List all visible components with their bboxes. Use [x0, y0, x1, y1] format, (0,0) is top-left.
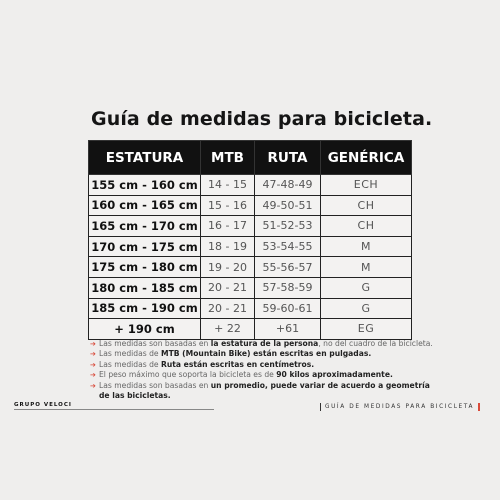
cell-generica: G [320, 276, 412, 299]
cell-estatura: 165 cm - 170 cm [88, 215, 201, 237]
header-ruta: RUTA [254, 140, 321, 175]
table-row: 185 cm - 190 cm 20 - 21 59-60-61 G [88, 297, 412, 320]
cell-mtb: 15 - 16 [200, 194, 255, 217]
table-row: + 190 cm + 22 +61 EG [88, 318, 412, 340]
brand-logo-text: GRUPO VELOCI [14, 402, 72, 408]
table-header-row: ESTATURA MTB RUTA GENÉRICA [88, 140, 412, 175]
table-row: 180 cm - 185 cm 20 - 21 57-58-59 G [88, 276, 412, 299]
cell-ruta: 49-50-51 [254, 194, 321, 217]
table-row: 165 cm - 170 cm 16 - 17 51-52-53 CH [88, 215, 412, 237]
cell-generica: CH [320, 194, 412, 217]
note-item: ➔ Las medidas de MTB (Mountain Bike) est… [90, 349, 450, 359]
note-text: Las medidas son basadas en la estatura d… [99, 339, 433, 348]
cell-estatura: + 190 cm [88, 318, 201, 340]
table-row: 170 cm - 175 cm 18 - 19 53-54-55 M [88, 235, 412, 258]
arrow-right-icon: ➔ [90, 360, 96, 369]
note-item: ➔ Las medidas son basadas en la estatura… [90, 339, 450, 349]
cell-ruta: 55-56-57 [254, 256, 321, 278]
cell-ruta: 57-58-59 [254, 276, 321, 299]
page-title: Guía de medidas para bicicleta. [91, 108, 433, 130]
note-text: Las medidas de Ruta están escritas en ce… [99, 359, 315, 369]
cell-mtb: 20 - 21 [200, 297, 255, 320]
cell-generica: G [320, 297, 412, 320]
cell-ruta: 59-60-61 [254, 297, 321, 320]
header-generica: GENÉRICA [320, 140, 412, 175]
cell-estatura: 185 cm - 190 cm [88, 297, 201, 320]
header-estatura: ESTATURA [88, 140, 201, 175]
cell-generica: M [320, 256, 412, 278]
cell-estatura: 160 cm - 165 cm [88, 194, 201, 217]
note-item: ➔ El peso máximo que soporta la biciclet… [90, 370, 450, 380]
cell-mtb: 18 - 19 [200, 235, 255, 258]
notes-list: ➔ Las medidas son basadas en la estatura… [90, 339, 450, 401]
note-text: El peso máximo que soporta la bicicleta … [99, 370, 393, 380]
cell-estatura: 175 cm - 180 cm [88, 256, 201, 278]
cell-ruta: +61 [254, 318, 321, 340]
note-text: Las medidas de MTB (Mountain Bike) están… [99, 349, 372, 359]
note-item: ➔ Las medidas son basadas en un promedio… [90, 381, 450, 391]
cell-mtb: 19 - 20 [200, 256, 255, 278]
note-item: ➔ Las medidas de Ruta están escritas en … [90, 360, 450, 370]
cell-generica: EG [320, 318, 412, 340]
cell-estatura: 180 cm - 185 cm [88, 276, 201, 299]
arrow-right-icon: ➔ [90, 340, 96, 348]
divider [14, 409, 214, 410]
footer-text: GUÍA DE MEDIDAS PARA BICICLETA [325, 404, 475, 410]
footer-caption: GUÍA DE MEDIDAS PARA BICICLETA [320, 403, 481, 411]
cell-ruta: 47-48-49 [254, 174, 321, 196]
header-mtb: MTB [200, 140, 255, 175]
cell-generica: CH [320, 215, 412, 237]
divider [320, 403, 321, 411]
cell-generica: M [320, 235, 412, 258]
cell-estatura: 170 cm - 175 cm [88, 235, 201, 258]
arrow-right-icon: ➔ [90, 350, 96, 359]
cell-mtb: 16 - 17 [200, 215, 255, 237]
cell-mtb: 20 - 21 [200, 276, 255, 299]
cell-mtb: + 22 [200, 318, 255, 340]
accent-bar [478, 403, 481, 411]
table-row: 160 cm - 165 cm 15 - 16 49-50-51 CH [88, 194, 412, 217]
note-text: Las medidas son basadas en un promedio, … [99, 380, 430, 390]
arrow-right-icon: ➔ [90, 371, 96, 380]
cell-generica: ECH [320, 174, 412, 196]
size-table: ESTATURA MTB RUTA GENÉRICA 155 cm - 160 … [88, 140, 412, 340]
cell-estatura: 155 cm - 160 cm [88, 174, 201, 196]
note-item-continuation: de las bicicletas. [90, 391, 450, 401]
cell-ruta: 51-52-53 [254, 215, 321, 237]
table-row: 175 cm - 180 cm 19 - 20 55-56-57 M [88, 256, 412, 278]
cell-mtb: 14 - 15 [200, 174, 255, 196]
note-text: de las bicicletas. [99, 391, 171, 401]
arrow-right-icon: ➔ [90, 381, 96, 390]
cell-ruta: 53-54-55 [254, 235, 321, 258]
table-row: 155 cm - 160 cm 14 - 15 47-48-49 ECH [88, 174, 412, 196]
